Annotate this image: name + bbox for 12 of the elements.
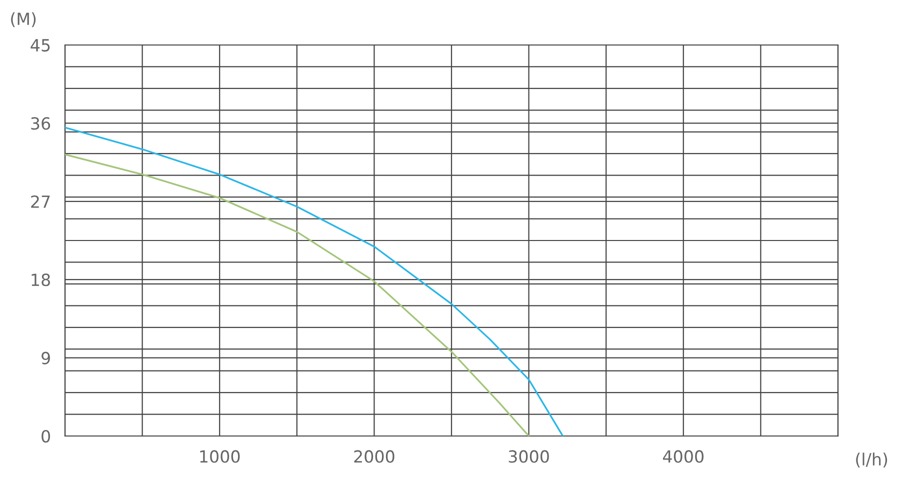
y-tick-label: 45 xyxy=(30,39,50,52)
y-tick-label: 0 xyxy=(42,430,50,443)
x-tick-label: 4000 xyxy=(663,450,704,463)
x-tick-label: 3000 xyxy=(508,450,549,463)
x-tick-label: 1000 xyxy=(200,450,240,463)
x-tick-label: 2000 xyxy=(354,450,394,463)
y-axis-title: (M) xyxy=(11,12,36,28)
y-tick-label: 18 xyxy=(32,274,50,286)
y-tick-label: 27 xyxy=(31,195,50,208)
y-tick-label: 36 xyxy=(31,117,50,130)
x-axis-title: (l/h) xyxy=(856,452,888,468)
y-tick-label: 9 xyxy=(42,352,50,364)
